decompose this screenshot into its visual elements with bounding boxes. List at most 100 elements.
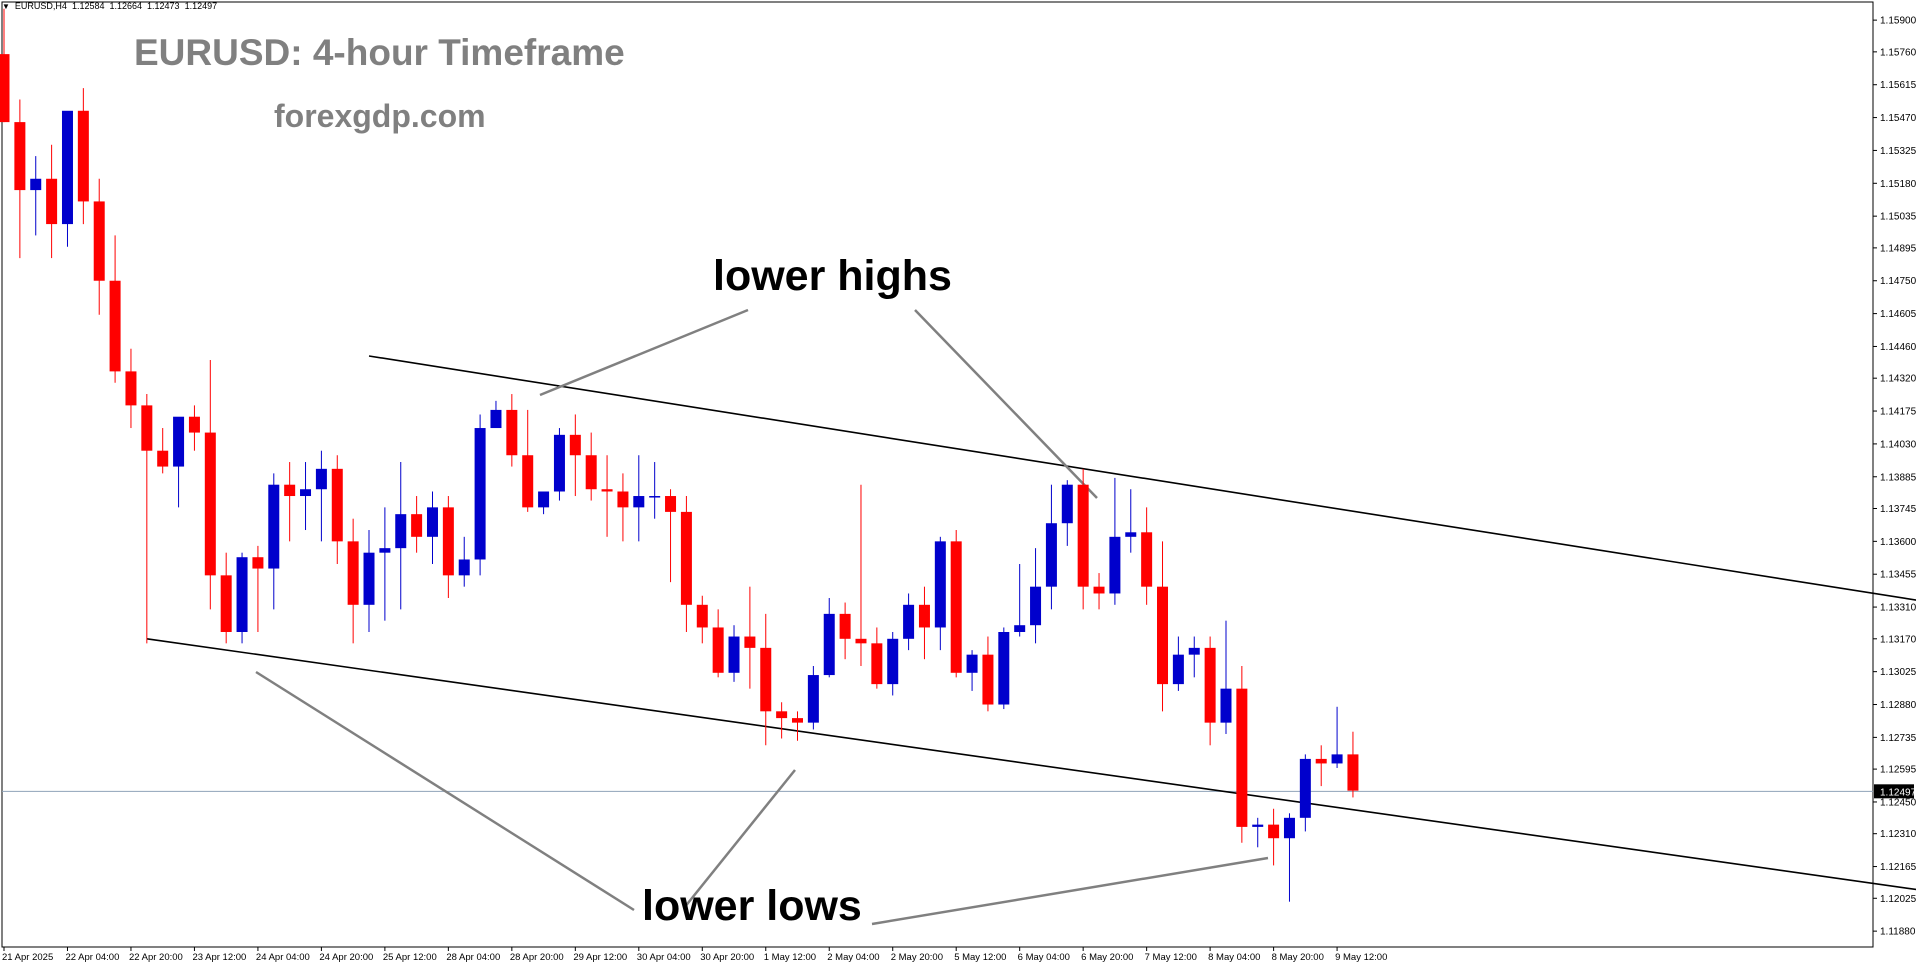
candle-body bbox=[77, 110, 89, 202]
candle-body bbox=[522, 455, 534, 508]
price-tick-label: 1.14030 bbox=[1880, 439, 1916, 450]
pointer-line-layer bbox=[255, 308, 1269, 926]
candle bbox=[1109, 477, 1121, 605]
candle bbox=[331, 455, 343, 565]
annotation-lower-highs: lower highs bbox=[713, 252, 952, 300]
candle bbox=[950, 530, 962, 678]
candle bbox=[300, 462, 312, 531]
price-tick-label: 1.12310 bbox=[1880, 829, 1916, 840]
candle-body bbox=[1172, 654, 1184, 685]
trendline-upper[interactable] bbox=[368, 355, 1916, 661]
candle bbox=[77, 88, 89, 225]
candle-body bbox=[807, 675, 819, 723]
candle-body bbox=[268, 484, 280, 569]
candle bbox=[966, 650, 978, 691]
price-tick-label: 1.12165 bbox=[1880, 862, 1916, 873]
time-tick-label: 2 May 04:00 bbox=[827, 952, 879, 963]
candle bbox=[252, 545, 264, 632]
candle bbox=[522, 409, 534, 512]
candle-body bbox=[871, 643, 883, 685]
candle-body bbox=[426, 507, 438, 537]
candle bbox=[284, 462, 296, 542]
candle bbox=[982, 636, 994, 712]
candle bbox=[395, 462, 407, 610]
candle-body bbox=[204, 432, 216, 576]
candle bbox=[1236, 665, 1248, 843]
price-tick-label: 1.11880 bbox=[1880, 927, 1916, 938]
price-tick-label: 1.15035 bbox=[1880, 212, 1916, 223]
trendline-lower[interactable] bbox=[146, 638, 1916, 931]
time-tick-label: 22 Apr 20:00 bbox=[129, 952, 183, 963]
candle bbox=[1045, 484, 1057, 610]
time-tick-label: 8 May 04:00 bbox=[1208, 952, 1260, 963]
price-tick-label: 1.12880 bbox=[1880, 700, 1916, 711]
time-tick-label: 1 May 12:00 bbox=[764, 952, 816, 963]
pointer-lower-highs-right bbox=[914, 309, 1098, 499]
candle-body bbox=[141, 405, 153, 451]
price-tick-label: 1.13170 bbox=[1880, 634, 1916, 645]
candle bbox=[0, 8, 10, 123]
candle-body bbox=[0, 54, 10, 123]
candle-body bbox=[617, 491, 629, 508]
candle bbox=[188, 405, 200, 451]
chart-overlay-website: forexgdp.com bbox=[274, 98, 486, 134]
candle-body bbox=[125, 371, 137, 406]
candle-body bbox=[950, 541, 962, 673]
candle-body bbox=[157, 450, 169, 467]
candle bbox=[1157, 541, 1169, 712]
time-tick-label: 8 May 20:00 bbox=[1272, 952, 1324, 963]
plot-area[interactable] bbox=[1, 1, 1874, 948]
chart-overlay-title: EURUSD: 4-hour Timeframe bbox=[134, 32, 625, 73]
candle-body bbox=[680, 511, 692, 605]
candle bbox=[744, 586, 756, 689]
candle-body bbox=[1045, 523, 1057, 587]
candle bbox=[426, 491, 438, 565]
candle-body bbox=[1188, 647, 1200, 655]
candle-body bbox=[315, 468, 327, 490]
candle-body bbox=[379, 548, 391, 553]
candle-body bbox=[1220, 688, 1232, 723]
price-tick-label: 1.15760 bbox=[1880, 47, 1916, 58]
candle bbox=[585, 432, 597, 501]
pointer-lower-lows-middle bbox=[683, 769, 796, 909]
current-price-label: 1.12497 bbox=[1880, 787, 1916, 798]
candle-body bbox=[585, 455, 597, 490]
candle-body bbox=[395, 514, 407, 549]
candle bbox=[363, 530, 375, 632]
candle bbox=[1299, 754, 1311, 832]
candle bbox=[934, 536, 946, 651]
candle-body bbox=[506, 409, 518, 456]
annotation-lower-lows: lower lows bbox=[642, 882, 862, 930]
candle-body bbox=[855, 638, 867, 644]
candle-body bbox=[569, 434, 581, 456]
candle bbox=[30, 156, 42, 236]
candle-body bbox=[1331, 754, 1343, 764]
pointer-lower-highs-left bbox=[539, 308, 749, 397]
candle bbox=[125, 348, 137, 429]
candle-body bbox=[220, 575, 232, 632]
time-tick-label: 7 May 12:00 bbox=[1145, 952, 1197, 963]
high-value: 1.12664 bbox=[109, 1, 143, 11]
candle bbox=[347, 518, 359, 644]
candle-body bbox=[490, 409, 502, 429]
candle bbox=[1188, 636, 1200, 678]
time-tick-label: 23 Apr 12:00 bbox=[192, 952, 246, 963]
candle-body bbox=[284, 484, 296, 497]
price-tick-label: 1.13600 bbox=[1880, 537, 1916, 548]
candle bbox=[379, 507, 391, 621]
candle bbox=[1172, 636, 1184, 691]
price-tick-label: 1.14320 bbox=[1880, 374, 1916, 385]
candle bbox=[617, 473, 629, 542]
candle-body bbox=[14, 122, 26, 191]
triangle-down-icon[interactable]: ▼ bbox=[2, 1, 10, 11]
candle-body bbox=[442, 507, 454, 576]
candle bbox=[1331, 706, 1343, 768]
candle-body bbox=[918, 604, 930, 628]
candle-body bbox=[1125, 532, 1137, 537]
candle-body bbox=[839, 613, 851, 639]
candle bbox=[839, 602, 851, 660]
symbol-info-bar: ▼ EURUSD,H4 1.12584 1.12664 1.12473 1.12… bbox=[2, 1, 217, 11]
candle-body bbox=[649, 496, 661, 498]
